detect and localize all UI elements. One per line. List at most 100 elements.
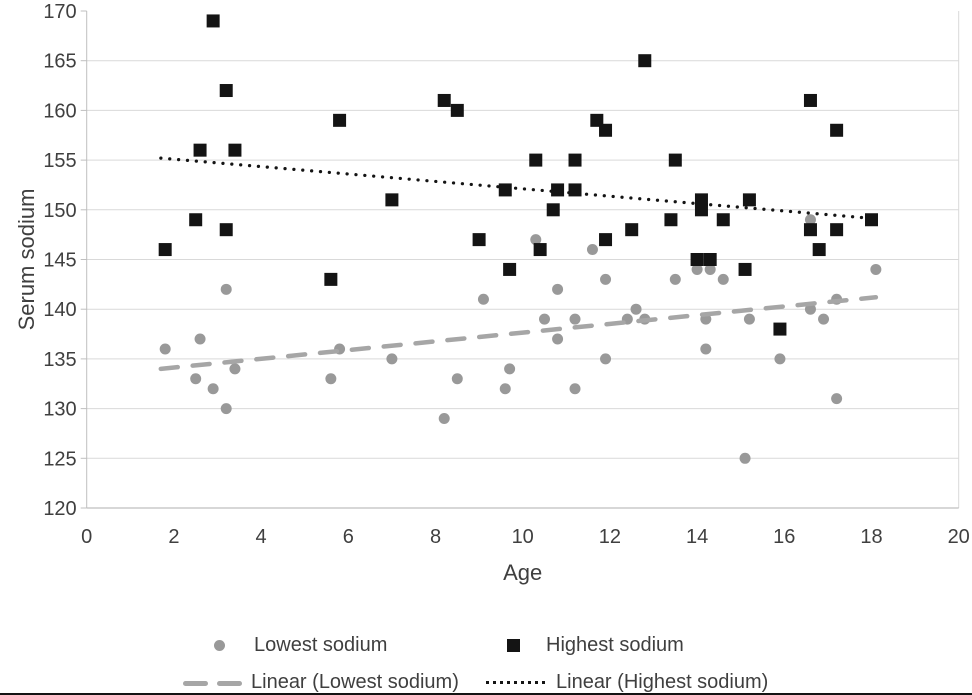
square-marker-icon — [507, 638, 520, 652]
data-point-lowest-sodium — [804, 214, 816, 226]
y-tick-label: 125 — [43, 448, 76, 470]
data-point-lowest-sodium — [669, 273, 681, 285]
data-point-lowest-sodium — [499, 383, 511, 395]
x-tick-label: 4 — [256, 526, 267, 548]
data-point-lowest-sodium — [691, 263, 703, 275]
y-tick-label: 165 — [43, 51, 76, 73]
data-point-highest-sodium — [529, 153, 543, 167]
data-point-lowest-sodium — [477, 293, 489, 305]
data-point-highest-sodium — [498, 183, 512, 197]
y-tick-label: 120 — [43, 498, 76, 520]
data-point-highest-sodium — [206, 14, 220, 28]
y-tick-label: 145 — [43, 250, 76, 272]
y-tick-label: 155 — [43, 150, 76, 172]
data-point-highest-sodium — [773, 322, 787, 336]
data-point-highest-sodium — [533, 243, 547, 257]
data-point-highest-sodium — [690, 253, 704, 266]
legend-label: Linear (Lowest sodium) — [251, 670, 459, 693]
x-tick-label: 10 — [512, 526, 534, 548]
data-point-highest-sodium — [830, 223, 844, 237]
data-point-highest-sodium — [664, 213, 678, 227]
x-tick-label: 16 — [773, 526, 795, 548]
data-point-highest-sodium — [472, 233, 486, 247]
data-point-highest-sodium — [803, 223, 817, 237]
trendline-lowest — [158, 295, 879, 372]
data-point-lowest-sodium — [539, 313, 550, 325]
data-point-lowest-sodium — [552, 283, 564, 295]
legend-label: Highest sodium — [546, 633, 684, 656]
data-point-lowest-sodium — [451, 373, 463, 385]
dotted-line-icon — [486, 680, 548, 684]
data-point-highest-sodium — [158, 243, 172, 257]
data-point-lowest-sodium — [717, 273, 729, 285]
data-point-highest-sodium — [568, 153, 582, 167]
data-point-lowest-sodium — [743, 313, 755, 325]
data-point-lowest-sodium — [220, 283, 232, 295]
x-tick-label: 14 — [686, 526, 708, 548]
data-point-lowest-sodium — [220, 403, 232, 415]
data-point-lowest-sodium — [831, 393, 843, 405]
data-point-lowest-sodium — [818, 313, 830, 325]
y-tick-label: 130 — [43, 399, 76, 421]
y-tick-label: 170 — [43, 1, 76, 23]
data-point-lowest-sodium — [530, 234, 542, 246]
y-tick-label: 135 — [43, 349, 76, 371]
data-point-highest-sodium — [437, 93, 451, 107]
legend-label: Linear (Highest sodium) — [556, 670, 769, 693]
legend-item-linear-lowest[interactable]: Linear (Lowest sodium) — [183, 670, 459, 694]
y-tick-label: 140 — [43, 299, 76, 321]
data-point-highest-sodium — [546, 203, 560, 217]
data-point-highest-sodium — [599, 123, 613, 137]
x-tick-label: 12 — [599, 526, 621, 548]
data-point-lowest-sodium — [804, 303, 816, 315]
legend-label: Lowest sodium — [254, 633, 388, 656]
data-point-highest-sodium — [638, 54, 652, 68]
data-point-lowest-sodium — [325, 373, 337, 385]
data-point-lowest-sodium — [870, 263, 882, 275]
data-point-highest-sodium — [568, 183, 582, 197]
y-axis-title: Serum sodium — [14, 189, 39, 331]
x-tick-label: 8 — [430, 526, 441, 548]
data-point-highest-sodium — [668, 153, 682, 167]
x-tick-label: 20 — [948, 526, 970, 548]
data-point-highest-sodium — [716, 213, 730, 227]
x-tick-label: 2 — [168, 526, 179, 548]
data-point-highest-sodium — [324, 272, 338, 286]
data-point-lowest-sodium — [552, 333, 564, 345]
dashed-line-icon — [183, 673, 242, 691]
data-point-lowest-sodium — [630, 303, 642, 315]
data-point-highest-sodium — [803, 93, 817, 107]
x-axis-title: Age — [503, 560, 542, 585]
legend-item-linear-highest[interactable]: Linear (Highest sodium) — [486, 670, 768, 694]
data-point-highest-sodium — [625, 223, 639, 237]
data-point-lowest-sodium — [386, 353, 398, 365]
data-point-highest-sodium — [738, 262, 752, 276]
data-point-lowest-sodium — [774, 353, 786, 365]
data-point-highest-sodium — [189, 213, 203, 227]
data-point-highest-sodium — [219, 84, 233, 98]
data-point-highest-sodium — [703, 253, 717, 266]
data-point-highest-sodium — [219, 223, 233, 237]
data-point-lowest-sodium — [586, 244, 598, 256]
data-point-highest-sodium — [694, 203, 708, 217]
data-point-lowest-sodium — [190, 373, 202, 385]
y-tick-label: 160 — [43, 100, 76, 122]
x-tick-label: 0 — [81, 526, 92, 548]
data-point-highest-sodium — [450, 103, 464, 117]
data-point-highest-sodium — [385, 193, 399, 207]
data-point-highest-sodium — [694, 193, 708, 207]
legend-item-lowest-sodium[interactable]: Lowest sodium — [214, 633, 387, 657]
data-point-highest-sodium — [812, 243, 826, 257]
x-tick-label: 6 — [343, 526, 354, 548]
circle-marker-icon — [214, 639, 225, 651]
data-point-highest-sodium — [503, 262, 517, 276]
data-point-lowest-sodium — [569, 313, 581, 325]
data-point-highest-sodium — [830, 123, 844, 137]
data-point-highest-sodium — [865, 213, 878, 227]
data-point-lowest-sodium — [504, 363, 516, 375]
data-point-lowest-sodium — [704, 263, 716, 275]
legend-item-highest-sodium[interactable]: Highest sodium — [507, 633, 684, 657]
data-point-lowest-sodium — [229, 363, 241, 375]
data-point-highest-sodium — [590, 113, 604, 127]
